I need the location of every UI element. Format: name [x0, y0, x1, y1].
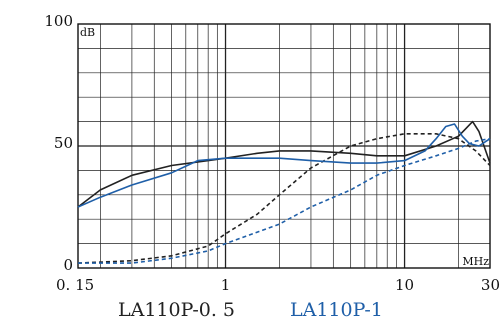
y-tick-label: 0: [63, 256, 73, 274]
x-tick-label: 10: [395, 276, 414, 294]
series-line: [77, 123, 491, 208]
x-unit-label: MHz: [462, 255, 489, 268]
tick-labels: 0 50 100 0. 15 1 10 30: [44, 12, 500, 294]
series-layer: [77, 120, 491, 264]
y-unit-label: dB: [80, 26, 95, 39]
plot-frame: [77, 23, 491, 269]
x-tick-label: 1: [221, 276, 231, 294]
series-line: [77, 133, 491, 264]
x-tick-label: 30: [481, 276, 500, 294]
series-line: [78, 137, 491, 264]
y-tick-label: 100: [44, 12, 73, 30]
y-tick-label: 50: [54, 134, 73, 152]
grid: [78, 24, 490, 268]
legend-entry: LA110P-1: [290, 299, 383, 321]
legend-entry: LA110P-0. 5: [118, 299, 235, 321]
x-tick-label: 0. 15: [56, 276, 94, 294]
series-line: [77, 120, 491, 208]
